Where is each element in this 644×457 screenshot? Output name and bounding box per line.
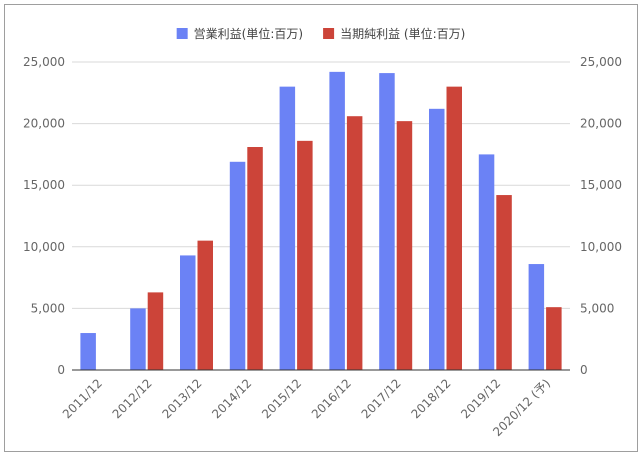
- bar-net-income-2: [197, 240, 213, 370]
- x-tick-label: 2019/12: [458, 376, 503, 421]
- gridlines: [72, 61, 570, 309]
- x-tick-label: 2013/12: [159, 376, 204, 421]
- x-tick-label: 2014/12: [209, 376, 254, 421]
- y-tick-label-left: 0: [57, 363, 65, 377]
- x-tick-label: 2017/12: [359, 376, 404, 421]
- y-axis-left: 0 5,000 10,000 15,000 20,000 25,000: [23, 55, 65, 377]
- y-tick-label-left: 10,000: [23, 240, 65, 254]
- y-tick-label-right: 5,000: [580, 301, 614, 315]
- y-axis-right: 0 5,000 10,000 15,000 20,000 25,000: [580, 55, 622, 377]
- x-tick-label: 2015/12: [259, 376, 304, 421]
- bar-operating-profit-3: [229, 161, 246, 370]
- bar-operating-profit-6: [379, 73, 395, 370]
- bar-operating-profit-7: [429, 108, 445, 370]
- bar-net-income-6: [396, 121, 413, 370]
- bar-net-income-4: [297, 140, 313, 370]
- x-tick-label: 2016/12: [309, 376, 354, 421]
- legend-label: 営業利益(単位:百万): [194, 26, 303, 41]
- bar-net-income-5: [346, 116, 363, 370]
- bar-operating-profit-1: [130, 308, 146, 370]
- legend-swatch: [176, 28, 188, 39]
- x-tick-label: 2012/12: [110, 376, 155, 421]
- bar-operating-profit-0: [80, 333, 96, 370]
- x-tick-label: 2011/12: [60, 376, 105, 421]
- y-tick-label-left: 5,000: [31, 301, 65, 315]
- bar-net-income-9: [546, 307, 562, 370]
- bar-net-income-8: [496, 195, 512, 370]
- y-tick-label-right: 10,000: [580, 240, 622, 254]
- legend-swatch: [323, 28, 335, 39]
- bar-net-income-7: [446, 86, 462, 370]
- bar-operating-profit-4: [279, 86, 296, 370]
- legend-label: 当期純利益 (単位:百万): [340, 26, 465, 41]
- legend-item: 当期純利益 (単位:百万): [323, 26, 465, 41]
- y-tick-label-right: 25,000: [580, 55, 622, 69]
- bar-net-income-1: [147, 292, 164, 370]
- bar-operating-profit-8: [478, 154, 495, 370]
- y-tick-label-left: 20,000: [23, 117, 65, 131]
- bar-net-income-3: [247, 147, 263, 370]
- legend-item: 営業利益(単位:百万): [176, 26, 303, 41]
- y-tick-label-right: 20,000: [580, 117, 622, 131]
- chart-frame: 0 5,000 10,000 15,000 20,000 25,000 0 5,000 10,…: [4, 4, 638, 452]
- bars: [80, 71, 562, 370]
- x-tick-label: 2018/12: [408, 376, 453, 421]
- bar-chart: 0 5,000 10,000 15,000 20,000 25,000 0 5,000 10,…: [23, 26, 622, 439]
- bar-operating-profit-9: [528, 264, 545, 370]
- y-tick-label-left: 25,000: [23, 55, 65, 69]
- x-axis: 2011/12 2012/12 2013/12 2014/12 2015/12 2016/…: [60, 376, 553, 439]
- y-tick-label-right: 15,000: [580, 178, 622, 192]
- legend: 営業利益(単位:百万) 当期純利益 (単位:百万): [176, 26, 465, 41]
- bar-operating-profit-5: [329, 71, 345, 370]
- y-tick-label-right: 0: [580, 363, 588, 377]
- y-tick-label-left: 15,000: [23, 178, 65, 192]
- bar-operating-profit-2: [180, 255, 196, 370]
